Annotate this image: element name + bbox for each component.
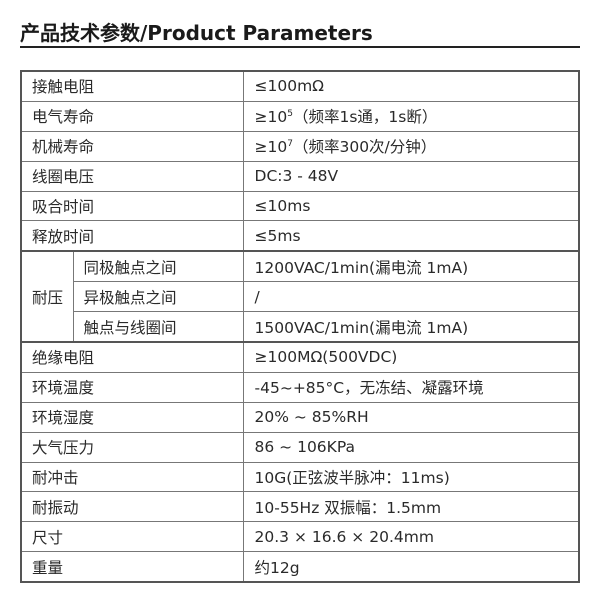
param-value: 86 ~ 106KPa — [242, 431, 580, 463]
param-value: ≥100MΩ(500VDC) — [242, 341, 580, 373]
param-label: 线圈电压 — [20, 160, 244, 192]
table-row: 耐振动 10-55Hz 双振幅：1.5mm — [20, 491, 580, 523]
param-value: ≥105（频率1s通，1s断） — [242, 100, 580, 132]
param-value: DC:3 - 48V — [242, 160, 580, 192]
param-label: 绝缘电阻 — [20, 341, 244, 373]
param-value: 20% ~ 85%RH — [242, 401, 580, 433]
value-exponent: 7 — [287, 139, 293, 150]
param-value: ≤100mΩ — [242, 70, 580, 102]
param-label: 吸合时间 — [20, 190, 244, 222]
param-label: 接触电阻 — [20, 70, 244, 102]
param-value: / — [242, 281, 580, 313]
table-row: 吸合时间 ≤10ms — [20, 190, 580, 222]
param-label: 环境湿度 — [20, 401, 244, 433]
table-row: 绝缘电阻 ≥100MΩ(500VDC) — [20, 341, 580, 373]
table-row: 释放时间 ≤5ms — [20, 220, 580, 252]
table-row: 尺寸 20.3 × 16.6 × 20.4mm — [20, 521, 580, 553]
param-label: 机械寿命 — [20, 130, 244, 162]
parameters-table: 接触电阻 ≤100mΩ 电气寿命 ≥105（频率1s通，1s断） 机械寿命 ≥1… — [20, 70, 580, 584]
title-underline — [20, 46, 580, 48]
param-label: 电气寿命 — [20, 100, 244, 132]
table-row: 线圈电压 DC:3 - 48V — [20, 160, 580, 192]
param-label: 大气压力 — [20, 431, 244, 463]
param-value: ≤5ms — [242, 220, 580, 252]
param-value: 10G(正弦波半脉冲：11ms) — [242, 461, 580, 493]
param-label: 重量 — [20, 551, 244, 583]
table-row: 耐冲击 10G(正弦波半脉冲：11ms) — [20, 461, 580, 493]
value-prefix: ≥10 — [254, 108, 288, 127]
param-sublabel: 同极触点之间 — [72, 250, 244, 283]
param-label: 耐振动 — [20, 491, 244, 523]
param-value: -45~+85°C，无冻结、凝露环境 — [242, 371, 580, 403]
param-value: 1500VAC/1min(漏电流 1mA) — [242, 311, 580, 343]
value-exponent: 5 — [287, 109, 293, 120]
table-row: 异极触点之间 / — [21, 281, 580, 313]
table-row: 耐压 同极触点之间 1200VAC/1min(漏电流 1mA) — [20, 250, 580, 343]
table-row: 重量 约12g — [20, 551, 580, 583]
param-label: 耐冲击 — [20, 461, 244, 493]
param-value: 1200VAC/1min(漏电流 1mA) — [242, 250, 580, 283]
value-prefix: ≥10 — [254, 138, 288, 157]
param-value: 约12g — [242, 551, 580, 583]
param-sublabel: 异极触点之间 — [72, 281, 244, 313]
param-label: 环境温度 — [20, 371, 244, 403]
param-value: 10-55Hz 双振幅：1.5mm — [242, 491, 580, 523]
param-sublabel: 触点与线圈间 — [72, 311, 244, 343]
table-row: 机械寿命 ≥107（频率300次/分钟） — [20, 130, 580, 162]
table-row: 环境湿度 20% ~ 85%RH — [20, 401, 580, 433]
param-label: 释放时间 — [20, 220, 244, 252]
table-row: 大气压力 86 ~ 106KPa — [20, 431, 580, 463]
value-suffix: （频率300次/分钟） — [292, 138, 437, 157]
page-title: 产品技术参数/Product Parameters — [20, 21, 373, 45]
param-value: 20.3 × 16.6 × 20.4mm — [242, 521, 580, 553]
param-label: 尺寸 — [20, 521, 244, 553]
dielectric-group-label: 耐压 — [20, 250, 74, 343]
param-value: ≥107（频率300次/分钟） — [242, 130, 580, 162]
table-row: 接触电阻 ≤100mΩ — [20, 70, 580, 102]
table-row: 环境温度 -45~+85°C，无冻结、凝露环境 — [20, 371, 580, 403]
param-value: ≤10ms — [242, 190, 580, 222]
table-row: 触点与线圈间 1500VAC/1min(漏电流 1mA) — [21, 311, 580, 343]
value-suffix: （频率1s通，1s断） — [292, 108, 438, 127]
table-row: 电气寿命 ≥105（频率1s通，1s断） — [20, 100, 580, 132]
